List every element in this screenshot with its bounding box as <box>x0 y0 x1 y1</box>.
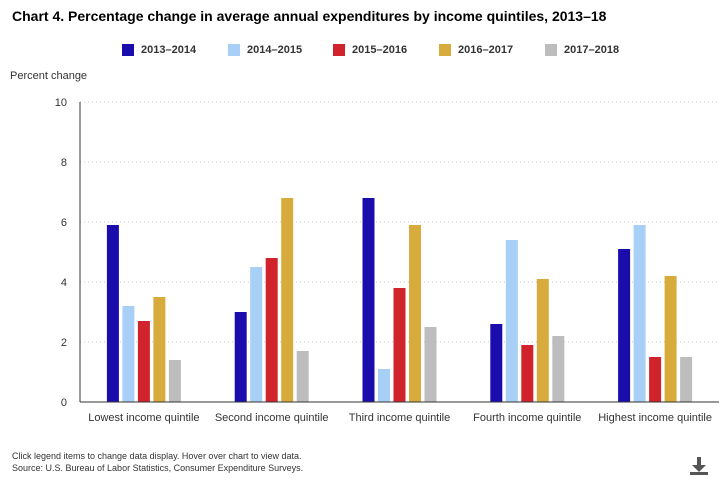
y-tick-label: 0 <box>61 397 67 409</box>
bar[interactable]: 2014–2015, Second income quintile: 4.5 <box>250 267 263 402</box>
bar[interactable]: 2014–2015, Lowest income quintile: 3.2 <box>122 306 135 402</box>
legend-swatch <box>122 44 134 56</box>
download-icon[interactable] <box>688 456 710 476</box>
bar[interactable]: 2013–2014, Third income quintile: 6.8 <box>362 198 375 402</box>
bar[interactable]: 2014–2015, Highest income quintile: 5.9 <box>633 225 646 402</box>
bar[interactable]: 2016–2017, Second income quintile: 6.8 <box>281 198 294 402</box>
chart-source: Source: U.S. Bureau of Labor Statistics,… <box>12 463 304 473</box>
legend-swatch <box>228 44 240 56</box>
x-tick-label: Second income quintile <box>215 412 329 424</box>
bar[interactable]: 2015–2016, Third income quintile: 3.8 <box>393 288 406 402</box>
bar[interactable]: 2013–2014, Second income quintile: 3 <box>234 312 247 402</box>
chart-instructions: Click legend items to change data displa… <box>12 451 302 461</box>
bar[interactable]: 2014–2015, Fourth income quintile: 5.4 <box>505 240 518 402</box>
legend-swatch <box>545 44 557 56</box>
legend-item-2015-2016[interactable]: 2015–2016 <box>333 40 407 60</box>
gridlines <box>80 101 719 343</box>
bar[interactable]: 2017–2018, Third income quintile: 2.5 <box>424 327 437 402</box>
legend-swatch <box>333 44 345 56</box>
x-tick-label: Highest income quintile <box>598 412 712 424</box>
y-tick-label: 8 <box>61 157 67 169</box>
bar[interactable]: 2013–2014, Highest income quintile: 5.1 <box>618 249 631 402</box>
bar[interactable]: 2016–2017, Lowest income quintile: 3.5 <box>153 297 166 402</box>
bar[interactable]: 2013–2014, Fourth income quintile: 2.6 <box>490 324 503 402</box>
y-axis-title: Percent change <box>10 70 88 82</box>
x-tick-label: Lowest income quintile <box>88 412 199 424</box>
legend-label: 2014–2015 <box>247 44 303 56</box>
bar[interactable]: 2015–2016, Second income quintile: 4.8 <box>265 258 278 402</box>
bar[interactable]: 2013–2014, Lowest income quintile: 5.9 <box>106 225 119 402</box>
legend-item-2016-2017[interactable]: 2016–2017 <box>439 40 513 60</box>
axes: 0 2 4 6 8 10 Lowest income quintile Second inco… <box>55 97 719 424</box>
legend-item-2017-2018[interactable]: 2017–2018 <box>545 40 619 60</box>
bars: 2013–2014, Lowest income quintile: 5.920… <box>106 198 693 402</box>
bar[interactable]: 2015–2016, Fourth income quintile: 1.9 <box>521 345 534 402</box>
bar[interactable]: 2014–2015, Third income quintile: 1.1 <box>378 369 390 402</box>
legend-label: 2013–2014 <box>141 44 197 56</box>
y-tick-label: 4 <box>61 277 67 289</box>
bar[interactable]: 2015–2016, Lowest income quintile: 2.7 <box>137 321 150 402</box>
legend-label: 2015–2016 <box>352 44 408 56</box>
bar[interactable]: 2017–2018, Second income quintile: 1.7 <box>296 351 309 402</box>
legend-label: 2016–2017 <box>458 44 514 56</box>
legend: 2013–2014 2014–2015 2015–2016 2016–2017 … <box>0 40 720 60</box>
legend-item-2014-2015[interactable]: 2014–2015 <box>228 40 302 60</box>
bar[interactable]: 2016–2017, Third income quintile: 5.9 <box>409 225 421 402</box>
x-tick-label: Fourth income quintile <box>473 412 581 424</box>
bar[interactable]: 2016–2017, Highest income quintile: 4.2 <box>664 276 677 402</box>
plot-area[interactable]: 2013–2014, Lowest income quintile: 5.920… <box>0 0 720 440</box>
bar[interactable]: 2017–2018, Fourth income quintile: 2.2 <box>552 336 565 402</box>
y-tick-label: 6 <box>61 217 67 229</box>
bar[interactable]: 2015–2016, Highest income quintile: 1.5 <box>649 357 662 402</box>
bar[interactable]: 2017–2018, Highest income quintile: 1.5 <box>680 357 693 402</box>
legend-swatch <box>439 44 451 56</box>
bar[interactable]: 2016–2017, Fourth income quintile: 4.1 <box>536 279 549 402</box>
y-tick-label: 10 <box>55 97 67 109</box>
y-tick-label: 2 <box>61 337 67 349</box>
legend-item-2013-2014[interactable]: 2013–2014 <box>122 40 196 60</box>
bar[interactable]: 2017–2018, Lowest income quintile: 1.4 <box>168 360 181 402</box>
legend-label: 2017–2018 <box>564 44 620 56</box>
chart-title: Chart 4. Percentage change in average an… <box>12 8 607 24</box>
x-tick-label: Third income quintile <box>349 412 451 424</box>
